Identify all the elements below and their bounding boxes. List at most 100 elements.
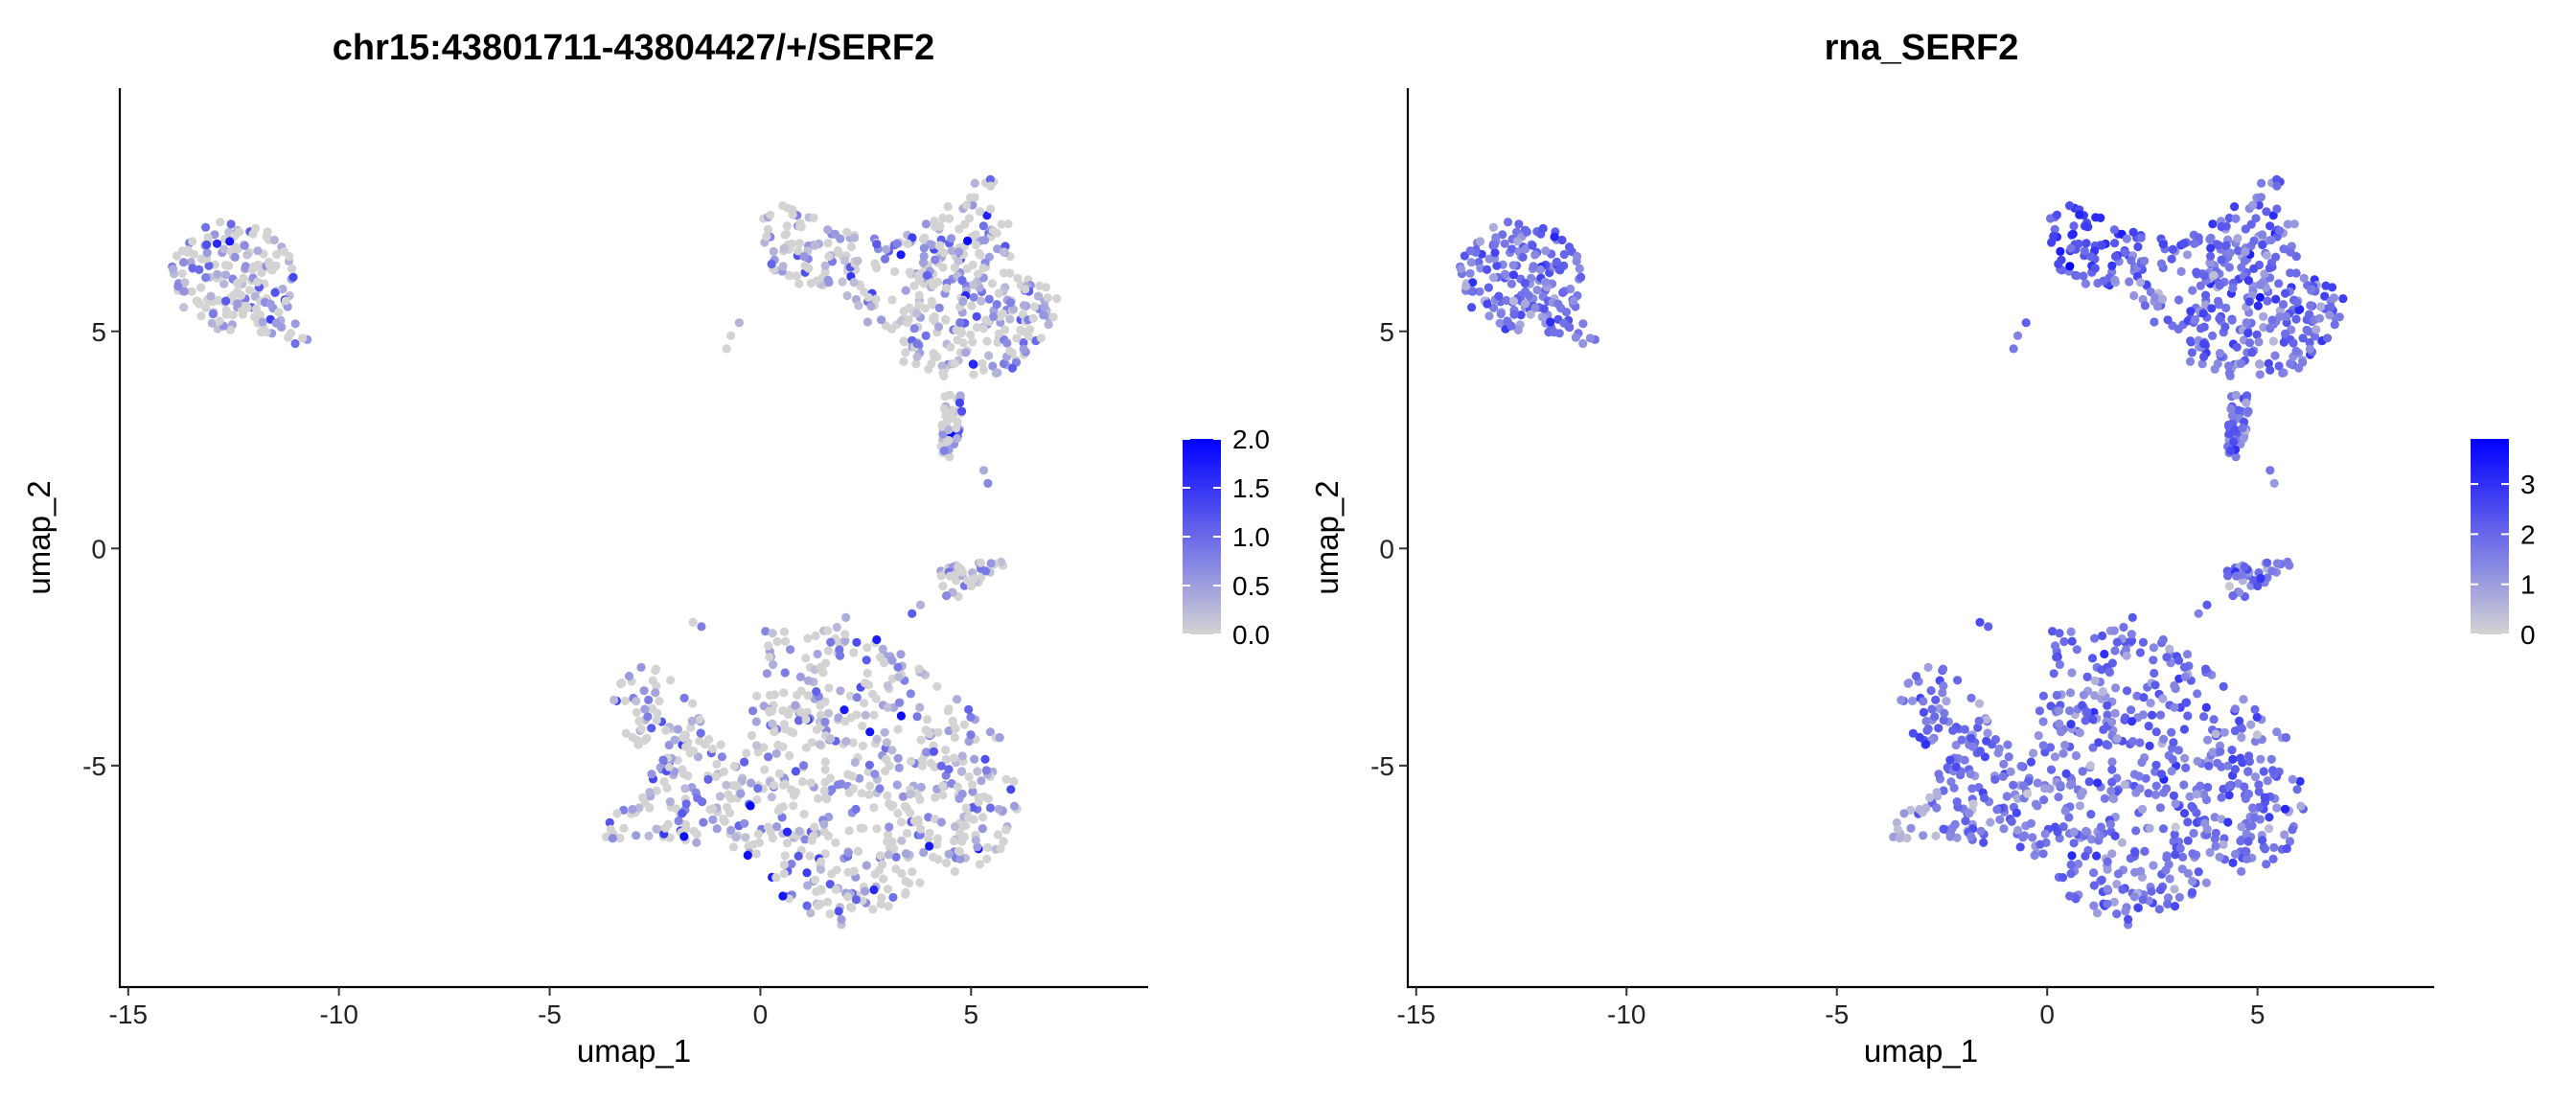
cell-point xyxy=(2099,276,2108,286)
cell-point xyxy=(2092,908,2103,918)
cell-point xyxy=(936,571,946,581)
cell-point xyxy=(925,841,934,851)
cell-point xyxy=(966,581,977,591)
cell-point xyxy=(2122,651,2131,660)
cell-point xyxy=(708,815,718,824)
cell-point xyxy=(982,336,992,346)
cell-point xyxy=(843,848,853,858)
cell-point xyxy=(2019,781,2029,791)
cell-point xyxy=(2250,737,2261,747)
cell-point xyxy=(244,286,254,295)
cell-point xyxy=(870,259,880,268)
cell-point xyxy=(1521,299,1530,309)
cell-point xyxy=(2320,291,2330,301)
cell-point xyxy=(1934,724,1944,733)
cell-point xyxy=(768,719,777,728)
cell-point xyxy=(2066,243,2076,253)
cell-point xyxy=(2257,178,2266,188)
cell-point xyxy=(2104,667,2114,677)
cell-point xyxy=(2190,314,2200,325)
cell-point xyxy=(651,664,661,674)
cell-point xyxy=(942,591,952,601)
cell-point xyxy=(2150,668,2159,678)
cell-point xyxy=(620,696,631,706)
cell-point xyxy=(619,823,629,833)
cell-point xyxy=(2168,754,2177,765)
cell-point xyxy=(820,261,830,270)
cell-point xyxy=(1495,318,1505,328)
cell-point xyxy=(938,368,948,378)
cell-point xyxy=(978,264,988,273)
cell-point xyxy=(1966,832,1976,841)
cell-point xyxy=(2199,712,2209,722)
cell-point xyxy=(264,257,274,266)
cell-point xyxy=(1530,303,1540,312)
cell-point xyxy=(1508,296,1518,306)
cell-point xyxy=(2103,899,2112,908)
cell-point xyxy=(288,272,298,282)
legend-tick-label: 3 xyxy=(2520,470,2536,499)
cell-point xyxy=(2058,822,2068,832)
cell-point xyxy=(846,242,857,252)
cell-point xyxy=(994,329,1003,338)
cell-point xyxy=(2247,348,2257,357)
cell-point xyxy=(823,831,834,841)
cell-point xyxy=(1475,287,1484,296)
cell-point xyxy=(2174,295,2184,305)
cell-point xyxy=(2171,799,2180,809)
cell-point xyxy=(868,905,878,914)
cell-point xyxy=(2133,242,2143,252)
cell-point xyxy=(2167,254,2176,264)
cell-point xyxy=(2268,766,2278,775)
cell-point xyxy=(2206,243,2216,253)
cell-point xyxy=(2080,246,2089,256)
cell-point xyxy=(811,631,820,641)
cell-point xyxy=(2164,860,2174,869)
cell-point xyxy=(979,235,990,245)
cell-point xyxy=(862,861,871,870)
cell-point xyxy=(2002,792,2012,801)
cell-point xyxy=(602,832,611,842)
cell-point xyxy=(985,803,996,813)
cell-point xyxy=(1466,258,1476,267)
cell-point xyxy=(954,398,965,407)
cell-point xyxy=(877,315,886,325)
cell-point xyxy=(1002,338,1012,348)
cell-point xyxy=(836,686,845,696)
cell-point xyxy=(975,860,984,869)
cell-point xyxy=(2127,636,2136,646)
cell-point xyxy=(1516,310,1526,320)
cell-point xyxy=(975,207,985,217)
cell-point xyxy=(612,809,622,818)
y-tick-label: 5 xyxy=(91,317,106,347)
cell-point xyxy=(2098,687,2107,697)
cell-point xyxy=(849,866,859,876)
cell-point xyxy=(2237,866,2246,877)
cell-point xyxy=(1902,833,1912,843)
cell-point xyxy=(908,867,917,877)
cell-point xyxy=(2237,732,2246,743)
cell-point xyxy=(939,248,949,258)
cell-point xyxy=(933,322,944,332)
cell-point xyxy=(767,259,776,269)
cell-point xyxy=(639,686,649,696)
cell-point xyxy=(2272,727,2282,737)
cell-point xyxy=(834,713,843,723)
cell-point xyxy=(931,221,940,232)
cell-point xyxy=(964,704,974,715)
cell-point xyxy=(969,292,978,302)
cell-point xyxy=(840,717,850,726)
cell-point xyxy=(916,782,926,793)
cell-point xyxy=(1035,281,1045,290)
cell-point xyxy=(794,851,803,862)
cell-point xyxy=(854,301,863,310)
cell-point xyxy=(678,770,689,779)
cell-point xyxy=(968,337,978,347)
cell-point xyxy=(2199,790,2209,799)
cell-point xyxy=(893,809,903,818)
cell-point xyxy=(1585,334,1595,343)
cell-point xyxy=(644,695,654,705)
cell-point xyxy=(2291,314,2301,324)
cell-point xyxy=(717,752,727,762)
cell-point xyxy=(912,712,922,722)
